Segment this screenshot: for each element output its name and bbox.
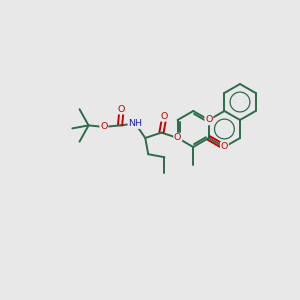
Text: O: O [221,142,228,152]
Text: O: O [118,105,125,114]
Text: NH: NH [128,119,142,128]
Text: O: O [205,116,212,124]
Text: O: O [161,112,168,121]
Text: O: O [100,122,107,131]
Text: O: O [174,134,181,142]
